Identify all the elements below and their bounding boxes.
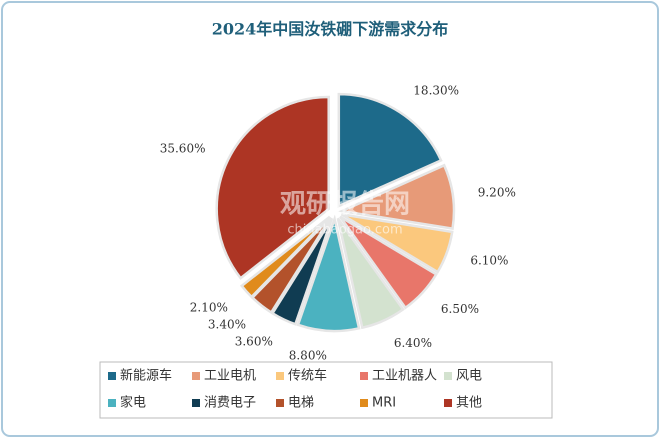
legend-swatch xyxy=(192,372,200,380)
watermark-url: chinabaogao.com xyxy=(287,223,402,238)
legend-swatch xyxy=(444,372,452,380)
legend-label: 其他 xyxy=(456,396,482,411)
legend-label: 工业机器人 xyxy=(372,369,437,384)
legend-swatch xyxy=(108,372,116,380)
pie-slice xyxy=(239,215,331,299)
data-label: 9.20% xyxy=(478,186,516,200)
legend-label: 传统车 xyxy=(288,368,327,384)
pie-slice xyxy=(340,213,454,274)
legend-label: 电梯 xyxy=(288,396,314,411)
data-label: 6.10% xyxy=(470,254,508,268)
data-label: 6.50% xyxy=(441,302,479,316)
legend-swatch xyxy=(444,399,452,407)
watermark-title: 观研报告网 xyxy=(280,189,410,220)
data-label: 35.60% xyxy=(160,142,206,156)
legend-label: 家电 xyxy=(120,395,146,411)
pie-slice xyxy=(339,215,438,310)
legend-swatch xyxy=(108,399,116,407)
legend-box xyxy=(99,361,553,419)
data-label: 18.30% xyxy=(413,84,459,98)
pie-slice xyxy=(215,95,330,280)
legend-label: 消费电子 xyxy=(204,396,256,411)
pie-slice xyxy=(270,217,334,326)
pie-slice xyxy=(336,217,405,330)
chart-title: 2024年中国汝铁硼下游需求分布 xyxy=(212,20,449,39)
data-label: 3.60% xyxy=(235,334,273,348)
legend-label: 新能源车 xyxy=(120,368,172,384)
data-label: 3.40% xyxy=(208,318,246,332)
legend-label: MRI xyxy=(372,396,396,411)
data-label: 2.10% xyxy=(190,301,228,315)
pie-slice xyxy=(337,92,443,209)
data-label: 6.40% xyxy=(394,336,432,350)
legend-swatch xyxy=(360,372,368,380)
pie-slice xyxy=(296,214,361,333)
data-label: 8.80% xyxy=(289,348,327,362)
legend-swatch xyxy=(276,372,284,380)
legend-swatch xyxy=(276,399,284,407)
pie-slice xyxy=(337,163,456,231)
legend-swatch xyxy=(192,399,200,407)
legend-label: 风电 xyxy=(456,369,482,384)
legend-swatch xyxy=(360,399,368,407)
legend-label: 工业电机 xyxy=(204,369,256,384)
